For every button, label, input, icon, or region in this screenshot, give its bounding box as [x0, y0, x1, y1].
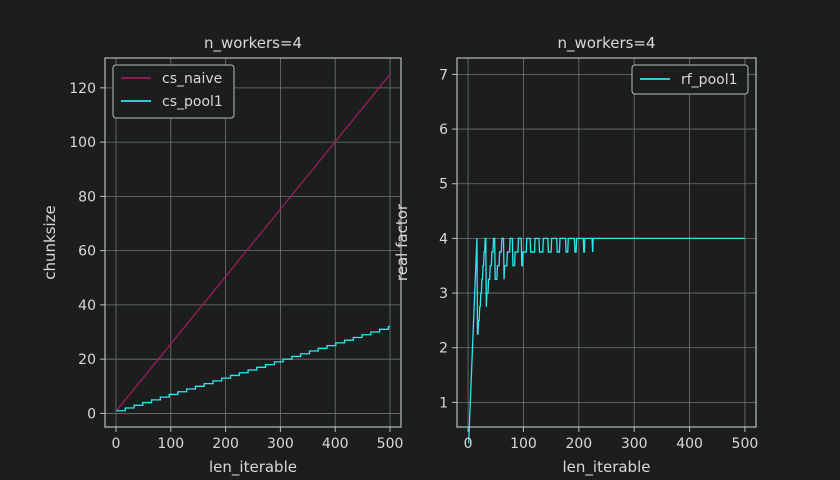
- y-tick-label: 20: [78, 352, 96, 368]
- right-y-axis-label: real factor: [393, 203, 411, 281]
- left-legend: cs_naive cs_pool1: [112, 64, 235, 119]
- x-tick-label: 0: [112, 436, 121, 452]
- x-tick-label: 500: [732, 436, 759, 452]
- x-tick-label: 200: [565, 436, 592, 452]
- left-series-lines: [116, 73, 391, 412]
- y-tick-label: 3: [439, 286, 448, 302]
- y-tick-label: 1: [439, 395, 448, 411]
- right-subplot: 0 100 200 300 400 500 1 2 3 4 5 6 7 n_workers=4 len_…: [393, 34, 758, 477]
- series-line-rf-pool1: [467, 237, 745, 444]
- legend-label-rf-pool1: rf_pool1: [681, 72, 738, 88]
- x-tick-label: 100: [510, 436, 537, 452]
- y-tick-label: 120: [69, 81, 96, 97]
- x-tick-label: 400: [676, 436, 703, 452]
- right-legend-box: [631, 64, 749, 95]
- series-line-cs-naive: [116, 73, 391, 412]
- left-x-axis-label: len_iterable: [209, 458, 297, 477]
- y-tick-label: 6: [439, 122, 448, 138]
- x-tick-label: 300: [621, 436, 648, 452]
- right-tick-labels: 0 100 200 300 400 500 1 2 3 4 5 6 7: [439, 67, 758, 452]
- right-axes-frame: [456, 57, 757, 428]
- y-tick-label: 4: [439, 231, 448, 247]
- y-tick-label: 80: [78, 189, 96, 205]
- y-tick-label: 7: [439, 67, 448, 83]
- left-tick-labels: 0 100 200 300 400 500 0 20 40 60 80 100 120: [69, 81, 403, 452]
- x-tick-label: 400: [322, 436, 349, 452]
- y-tick-label: 5: [439, 177, 448, 193]
- x-tick-label: 0: [464, 436, 473, 452]
- left-grid: [105, 58, 401, 427]
- x-tick-label: 500: [377, 436, 404, 452]
- y-tick-label: 2: [439, 341, 448, 357]
- right-x-axis-label: len_iterable: [563, 458, 651, 477]
- legend-label-cs-pool1: cs_pool1: [162, 94, 223, 110]
- y-tick-label: 0: [87, 406, 96, 422]
- left-y-axis-label: chunksize: [41, 205, 59, 280]
- left-subplot: 0 100 200 300 400 500 0 20 40 60 80 100 120 n_worker…: [41, 34, 403, 477]
- y-tick-label: 100: [69, 135, 96, 151]
- right-chart-title: n_workers=4: [557, 34, 655, 53]
- x-tick-label: 300: [267, 436, 294, 452]
- left-chart-title: n_workers=4: [204, 34, 302, 53]
- left-axes-frame: [104, 57, 402, 428]
- x-tick-label: 100: [157, 436, 184, 452]
- right-series-lines: [467, 237, 745, 444]
- x-tick-label: 200: [212, 436, 239, 452]
- y-tick-label: 40: [78, 298, 96, 314]
- series-line-cs-pool1: [116, 325, 391, 412]
- y-tick-label: 60: [78, 244, 96, 260]
- legend-label-cs-naive: cs_naive: [162, 71, 222, 87]
- right-legend: rf_pool1: [631, 64, 749, 95]
